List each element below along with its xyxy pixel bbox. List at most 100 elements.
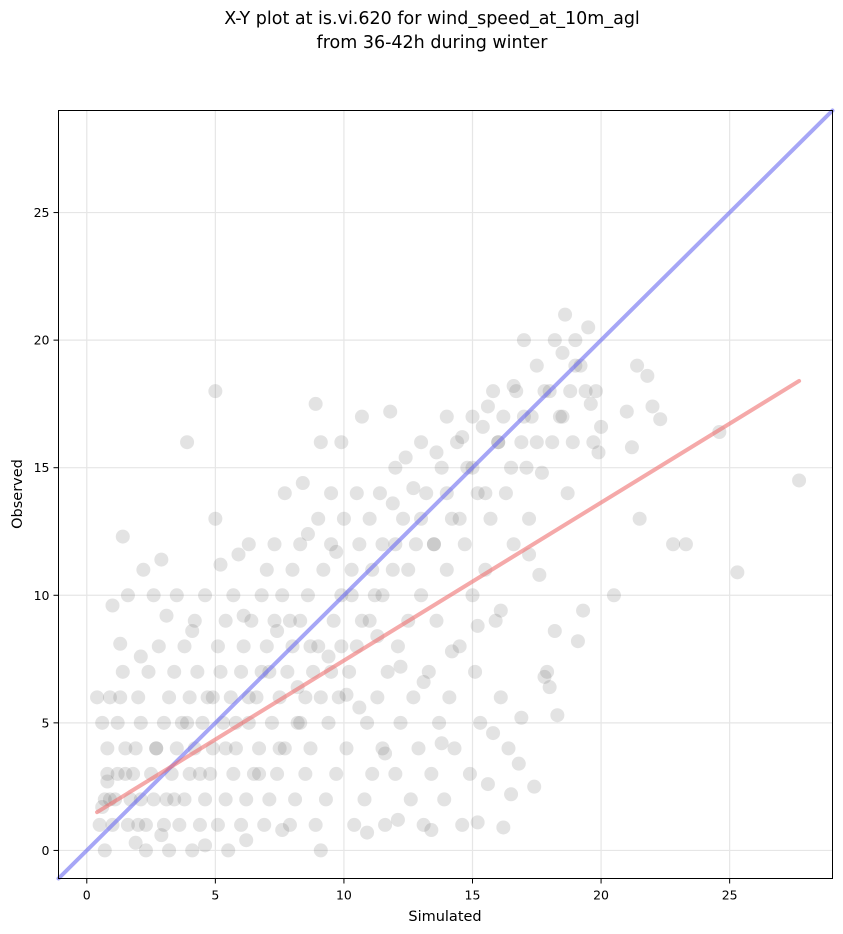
- plot-frame: [58, 110, 833, 879]
- data-point: [419, 486, 434, 501]
- data-point: [362, 613, 377, 628]
- data-point: [411, 741, 426, 756]
- data-point: [298, 766, 313, 781]
- data-point: [208, 511, 223, 526]
- data-point: [504, 787, 519, 802]
- data-point: [522, 511, 537, 526]
- data-point: [488, 613, 503, 628]
- data-point: [254, 588, 269, 603]
- data-point: [308, 817, 323, 832]
- data-point: [473, 715, 488, 730]
- data-point: [177, 639, 192, 654]
- data-point: [552, 409, 567, 424]
- data-point: [198, 792, 213, 807]
- data-point: [480, 777, 495, 792]
- data-point: [437, 792, 452, 807]
- data-point: [311, 639, 326, 654]
- data-point: [588, 384, 603, 399]
- data-point: [511, 756, 526, 771]
- data-point: [236, 639, 251, 654]
- data-point: [388, 766, 403, 781]
- x-tick-label: 25: [722, 888, 738, 903]
- data-point: [110, 715, 125, 730]
- data-point: [370, 690, 385, 705]
- data-point: [578, 384, 593, 399]
- data-point: [349, 486, 364, 501]
- data-point: [159, 608, 174, 623]
- data-point: [506, 379, 521, 394]
- data-point: [252, 741, 267, 756]
- data-point: [303, 741, 318, 756]
- data-point: [329, 766, 344, 781]
- data-point: [375, 537, 390, 552]
- data-point: [429, 445, 444, 460]
- data-point: [357, 792, 372, 807]
- data-point: [198, 588, 213, 603]
- data-point: [576, 603, 591, 618]
- data-point: [462, 766, 477, 781]
- data-point: [565, 435, 580, 450]
- data-point: [203, 766, 218, 781]
- data-point: [624, 440, 639, 455]
- data-point: [282, 817, 297, 832]
- data-point: [586, 435, 601, 450]
- data-point: [149, 741, 164, 756]
- data-point: [730, 565, 745, 580]
- data-point: [401, 562, 416, 577]
- data-point: [293, 613, 308, 628]
- data-point: [285, 562, 300, 577]
- data-point: [100, 741, 115, 756]
- data-point: [146, 588, 161, 603]
- data-point: [120, 588, 135, 603]
- data-point: [313, 435, 328, 450]
- data-point: [293, 715, 308, 730]
- data-point: [195, 715, 210, 730]
- data-point: [185, 843, 200, 858]
- data-point: [90, 690, 105, 705]
- data-point: [540, 664, 555, 679]
- data-point: [493, 690, 508, 705]
- data-point: [246, 766, 261, 781]
- data-point: [352, 537, 367, 552]
- data-point: [118, 741, 133, 756]
- data-point: [313, 843, 328, 858]
- data-point: [126, 766, 141, 781]
- data-point: [444, 511, 459, 526]
- data-point: [115, 664, 130, 679]
- data-point: [303, 639, 318, 654]
- data-point: [174, 715, 189, 730]
- data-point: [128, 835, 143, 850]
- data-point: [226, 588, 241, 603]
- data-point: [241, 537, 256, 552]
- data-point: [519, 460, 534, 475]
- data-point: [239, 833, 254, 848]
- data-point: [275, 588, 290, 603]
- data-point: [354, 409, 369, 424]
- data-point: [280, 664, 295, 679]
- data-point: [429, 613, 444, 628]
- data-point: [498, 486, 513, 501]
- data-point: [198, 838, 213, 853]
- data-point: [632, 511, 647, 526]
- data-point: [501, 741, 516, 756]
- data-point: [447, 741, 462, 756]
- data-point: [252, 766, 267, 781]
- x-axis-label: Simulated: [408, 909, 481, 925]
- data-point: [640, 368, 655, 383]
- data-point: [138, 843, 153, 858]
- data-point: [321, 649, 336, 664]
- data-point: [375, 588, 390, 603]
- data-point: [504, 460, 519, 475]
- data-point: [177, 792, 192, 807]
- data-point: [100, 774, 115, 789]
- data-point: [455, 817, 470, 832]
- data-point: [560, 486, 575, 501]
- data-point: [509, 384, 524, 399]
- data-point: [100, 766, 115, 781]
- data-point: [385, 496, 400, 511]
- data-point: [105, 598, 120, 613]
- data-point: [452, 639, 467, 654]
- x-tick-label: 20: [593, 888, 609, 903]
- data-point: [223, 690, 238, 705]
